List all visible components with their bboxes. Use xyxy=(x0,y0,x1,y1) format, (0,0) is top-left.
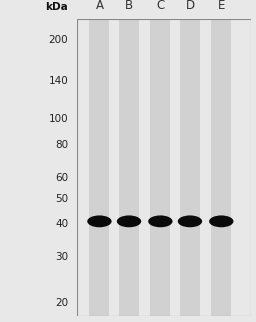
Ellipse shape xyxy=(178,215,202,227)
Text: 60: 60 xyxy=(55,173,68,183)
Ellipse shape xyxy=(117,215,141,227)
Ellipse shape xyxy=(209,215,233,227)
Bar xyxy=(89,19,110,316)
Bar xyxy=(150,19,170,316)
Text: 80: 80 xyxy=(55,140,68,150)
Bar xyxy=(119,19,139,316)
Text: 140: 140 xyxy=(48,76,68,86)
Text: 100: 100 xyxy=(48,114,68,124)
Text: 50: 50 xyxy=(55,194,68,204)
Ellipse shape xyxy=(87,215,112,227)
Text: E: E xyxy=(218,0,225,12)
Bar xyxy=(211,19,231,316)
Text: 30: 30 xyxy=(55,252,68,262)
Ellipse shape xyxy=(148,215,173,227)
Text: D: D xyxy=(185,0,195,12)
Text: 40: 40 xyxy=(55,219,68,229)
Text: 200: 200 xyxy=(48,35,68,45)
Bar xyxy=(180,19,200,316)
Text: A: A xyxy=(95,0,103,12)
Text: C: C xyxy=(156,0,165,12)
Text: B: B xyxy=(125,0,133,12)
Text: kDa: kDa xyxy=(45,2,68,12)
Text: 20: 20 xyxy=(55,298,68,308)
